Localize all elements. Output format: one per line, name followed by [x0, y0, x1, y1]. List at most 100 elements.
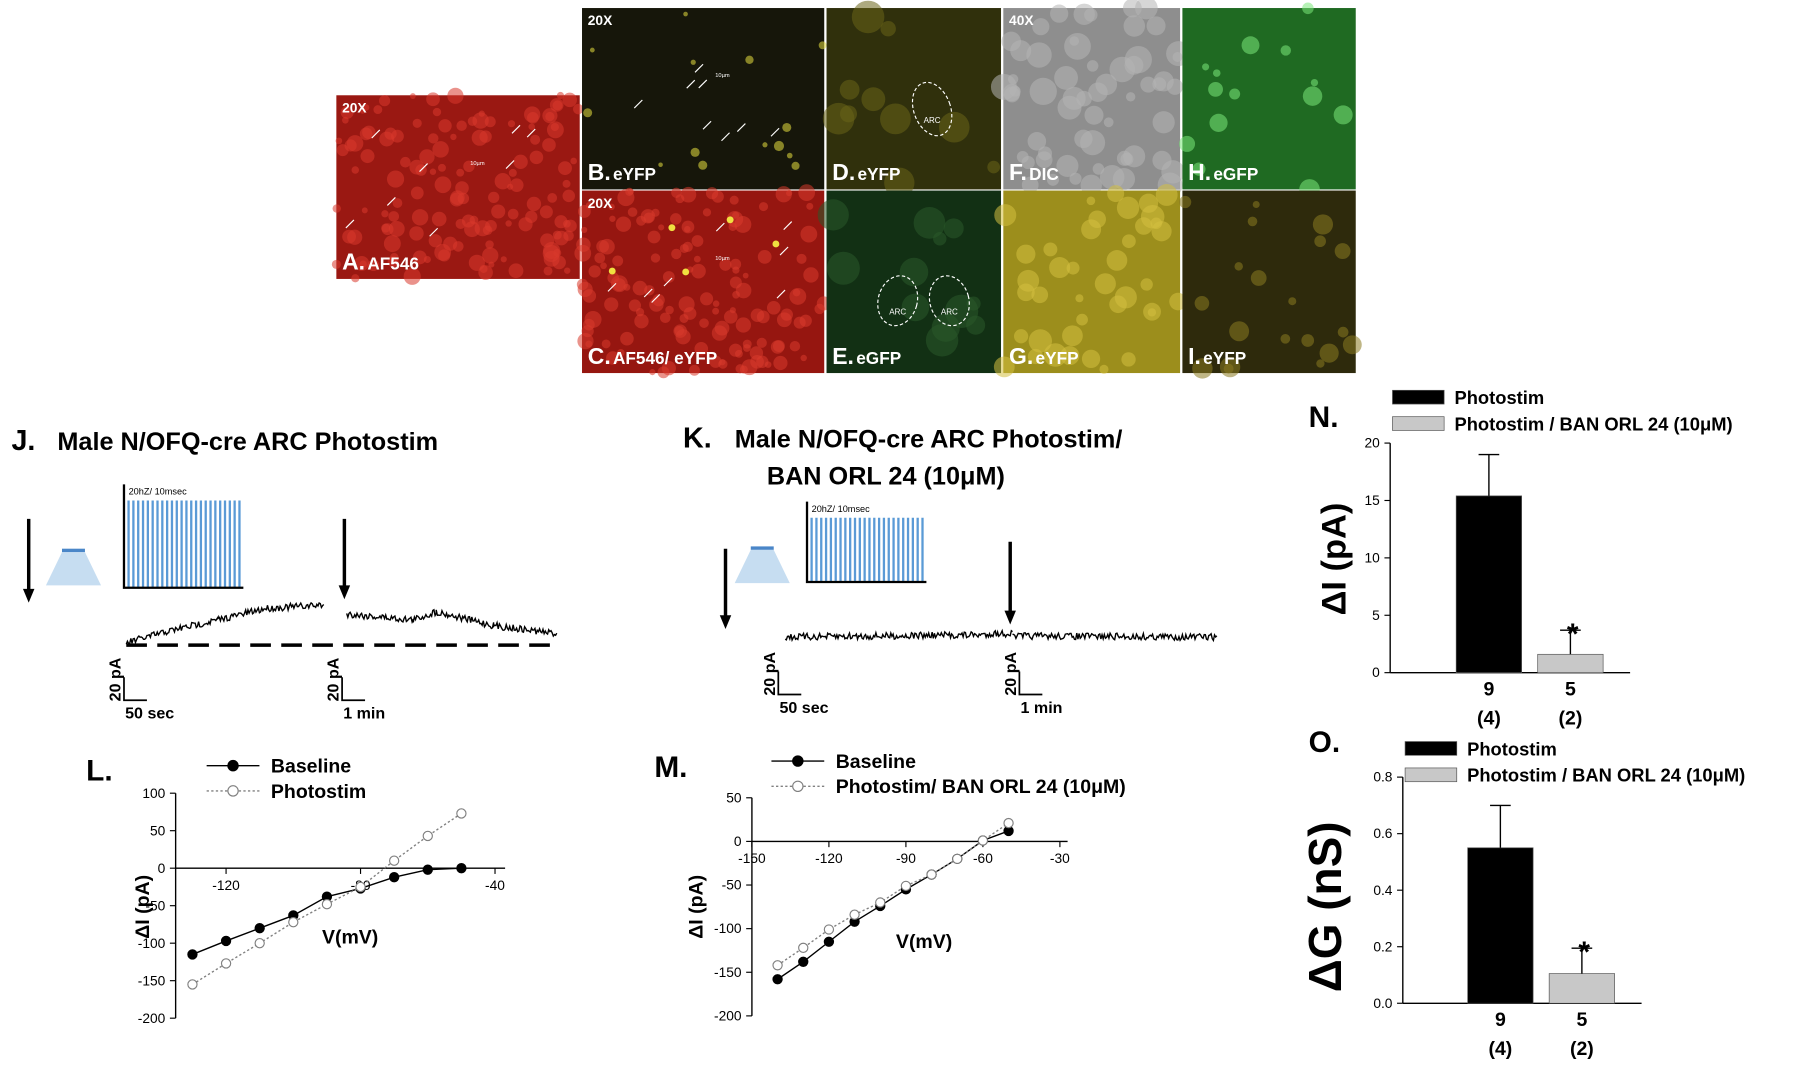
region-outline [911, 81, 953, 137]
tissue-texture [1302, 86, 1323, 106]
tissue-texture [770, 340, 785, 354]
y-axis-label: ΔI (pA) [1315, 503, 1353, 616]
tissue-texture [336, 144, 349, 157]
data-point [798, 942, 809, 954]
tissue-texture [694, 341, 709, 356]
y-axis-label: ΔI (pA) [132, 875, 154, 939]
legend-swatch [1392, 389, 1445, 405]
tissue-texture [1026, 42, 1052, 68]
tissue-texture [426, 92, 440, 107]
tissue-texture [600, 262, 607, 270]
tissue-texture [791, 161, 800, 170]
tissue-texture [347, 229, 363, 245]
tissue-texture [589, 47, 595, 53]
tissue-texture [1209, 113, 1228, 132]
tissue-texture [1106, 250, 1128, 271]
panel-letter: E. [832, 343, 854, 369]
tissue-texture [449, 192, 464, 207]
legend-label: Photostim [271, 781, 366, 803]
tissue-texture [584, 310, 602, 328]
cell-arrow [702, 120, 712, 130]
data-point [772, 960, 783, 971]
legend-marker [227, 759, 239, 772]
tissue-texture [800, 225, 818, 243]
tissue-texture [1310, 78, 1319, 87]
tissue-texture [412, 250, 427, 265]
region-label: ARC [941, 308, 958, 317]
tissue-texture [1146, 16, 1166, 36]
region-outline [877, 275, 919, 327]
x-tick-label: 5 [1565, 679, 1576, 701]
tissue-texture [539, 205, 553, 219]
scale-bar [777, 671, 802, 696]
tissue-texture [789, 340, 801, 352]
legend-label: Photostim / BAN ORL 24 (10μM) [1467, 765, 1745, 786]
image-background [1182, 8, 1356, 190]
tissue-texture [861, 87, 886, 112]
tissue-texture [526, 196, 542, 212]
tissue-texture [1088, 82, 1108, 103]
tissue-texture [1013, 329, 1029, 344]
tissue-texture [383, 235, 401, 253]
cell-arrow [429, 227, 439, 237]
tissue-texture [485, 240, 494, 249]
tissue-texture [379, 131, 395, 147]
tissue-texture [674, 325, 685, 336]
tissue-texture [553, 248, 562, 257]
tissue-texture [351, 166, 360, 174]
cell-arrow [419, 163, 428, 172]
significance-mark: * [1578, 936, 1590, 969]
tissue-texture [612, 278, 626, 292]
y-tick-label: 0 [158, 861, 166, 876]
tissue-texture [1062, 86, 1086, 110]
tissue-texture [839, 79, 860, 100]
cell-arrow [633, 99, 643, 109]
tissue-texture [1122, 0, 1142, 18]
data-point [977, 835, 989, 846]
cell-arrow [345, 219, 355, 229]
tissue-texture [542, 138, 556, 152]
region-outline [928, 275, 970, 327]
significance-mark: * [1567, 618, 1579, 651]
panel-letter: M. [654, 751, 687, 784]
x-tick-label: -40 [485, 878, 505, 893]
scale-bar-label: 10µm [715, 73, 730, 79]
tissue-texture [1125, 92, 1136, 102]
tissue-texture [558, 161, 572, 176]
tissue-texture [447, 87, 464, 104]
tissue-texture [675, 194, 685, 204]
scale-bar-label: 10µm [470, 161, 485, 167]
tissue-texture [1280, 45, 1291, 56]
tissue-texture [562, 92, 577, 108]
tissue-texture [994, 204, 1017, 227]
data-point [772, 974, 783, 985]
tissue-texture [606, 351, 620, 365]
tissue-texture [585, 202, 593, 209]
tissue-texture [390, 129, 404, 143]
tissue-texture [507, 208, 519, 220]
tissue-texture [479, 130, 492, 143]
y-tick-label: -150 [714, 965, 742, 980]
cell-arrow [511, 124, 521, 134]
x-axis-label: V(mV) [896, 931, 952, 953]
tissue-texture [691, 263, 706, 279]
tissue-texture [1140, 278, 1153, 291]
stain-label: AF546/ eYFP [613, 348, 717, 368]
tissue-texture [628, 299, 642, 312]
data-point [823, 936, 835, 947]
tissue-texture [702, 208, 712, 217]
tissue-texture [800, 354, 807, 362]
tissue-texture [400, 156, 411, 168]
pulse-frame [805, 501, 927, 584]
cell-arrow [607, 282, 617, 292]
tissue-texture [524, 106, 541, 123]
tissue-texture [1016, 244, 1036, 264]
tissue-texture [434, 176, 452, 194]
legend-marker [792, 780, 804, 793]
tissue-texture [627, 188, 634, 195]
tissue-texture [362, 104, 370, 111]
tissue-texture [735, 349, 743, 358]
panel-label: C. AF546/ eYFP [588, 343, 717, 369]
micrograph: 40X F. DIC [990, 0, 1191, 198]
tissue-texture [518, 217, 533, 232]
